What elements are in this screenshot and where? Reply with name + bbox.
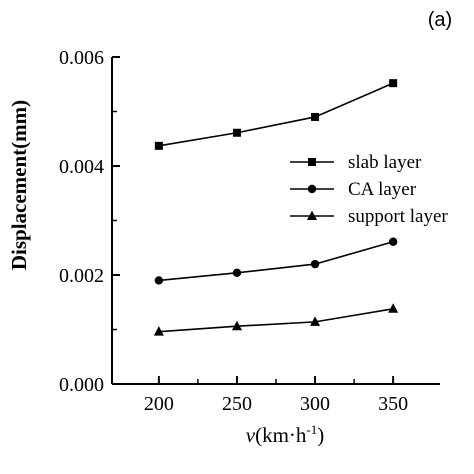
series-line-slab-layer (158, 82, 394, 147)
x-tick-label: 200 (144, 393, 174, 415)
x-axis-label: v(km·h-1) (246, 422, 325, 447)
data-point-support-layer (153, 326, 164, 336)
series-ca-layer (154, 237, 398, 285)
data-point-ca-layer (232, 268, 242, 278)
legend-marker-support-layer (307, 210, 317, 220)
series-slab-layer (154, 79, 398, 150)
data-point-slab-layer (232, 128, 241, 137)
legend-entry-ca-layer: CA layer (290, 179, 417, 200)
data-point-ca-layer (388, 237, 398, 246)
y-axis-label: Displacement(mm) (7, 100, 31, 270)
x-axis-label-exponent: -1 (306, 422, 317, 437)
y-tick-label: 0.004 (59, 156, 104, 178)
series-layer (153, 79, 399, 336)
series-support-layer (153, 303, 399, 336)
x-axis-label-unit: (km·h (255, 423, 307, 447)
panel-label: (a) (428, 9, 452, 31)
series-line-ca-layer (158, 240, 394, 282)
legend-entry-support-layer: support layer (290, 206, 448, 227)
data-point-slab-layer (154, 141, 163, 150)
legend-marker-slab-layer (308, 158, 316, 166)
legend-label-ca-layer: CA layer (348, 179, 417, 200)
x-axis-label-close: ) (317, 423, 324, 447)
x-tick-label: 300 (300, 393, 330, 415)
legend-marker-ca-layer (307, 184, 317, 194)
data-point-ca-layer (310, 259, 320, 269)
y-axis-label-group: Displacement(mm) (7, 100, 31, 270)
series-line-support-layer (158, 308, 394, 333)
data-point-support-layer (231, 320, 242, 331)
y-tick-label: 0.002 (59, 265, 104, 287)
data-point-support-layer (388, 303, 399, 313)
data-point-ca-layer (154, 276, 164, 285)
data-point-slab-layer (389, 79, 398, 88)
data-point-support-layer (310, 316, 321, 326)
legend-label-support-layer: support layer (348, 206, 448, 227)
data-point-slab-layer (311, 112, 320, 121)
axes: 0.000 0.002 0.004 0.006 200 250 300 350 (59, 47, 440, 415)
x-tick-label: 250 (222, 393, 252, 415)
x-tick-label: 350 (378, 393, 408, 415)
legend-entry-slab-layer: slab layer (290, 152, 422, 173)
legend: slab layer CA layer support layer (290, 152, 448, 227)
legend-label-slab-layer: slab layer (348, 152, 422, 173)
y-tick-label: 0.000 (59, 374, 104, 396)
x-axis-label-symbol: v (246, 423, 256, 447)
y-tick-label: 0.006 (59, 47, 104, 69)
